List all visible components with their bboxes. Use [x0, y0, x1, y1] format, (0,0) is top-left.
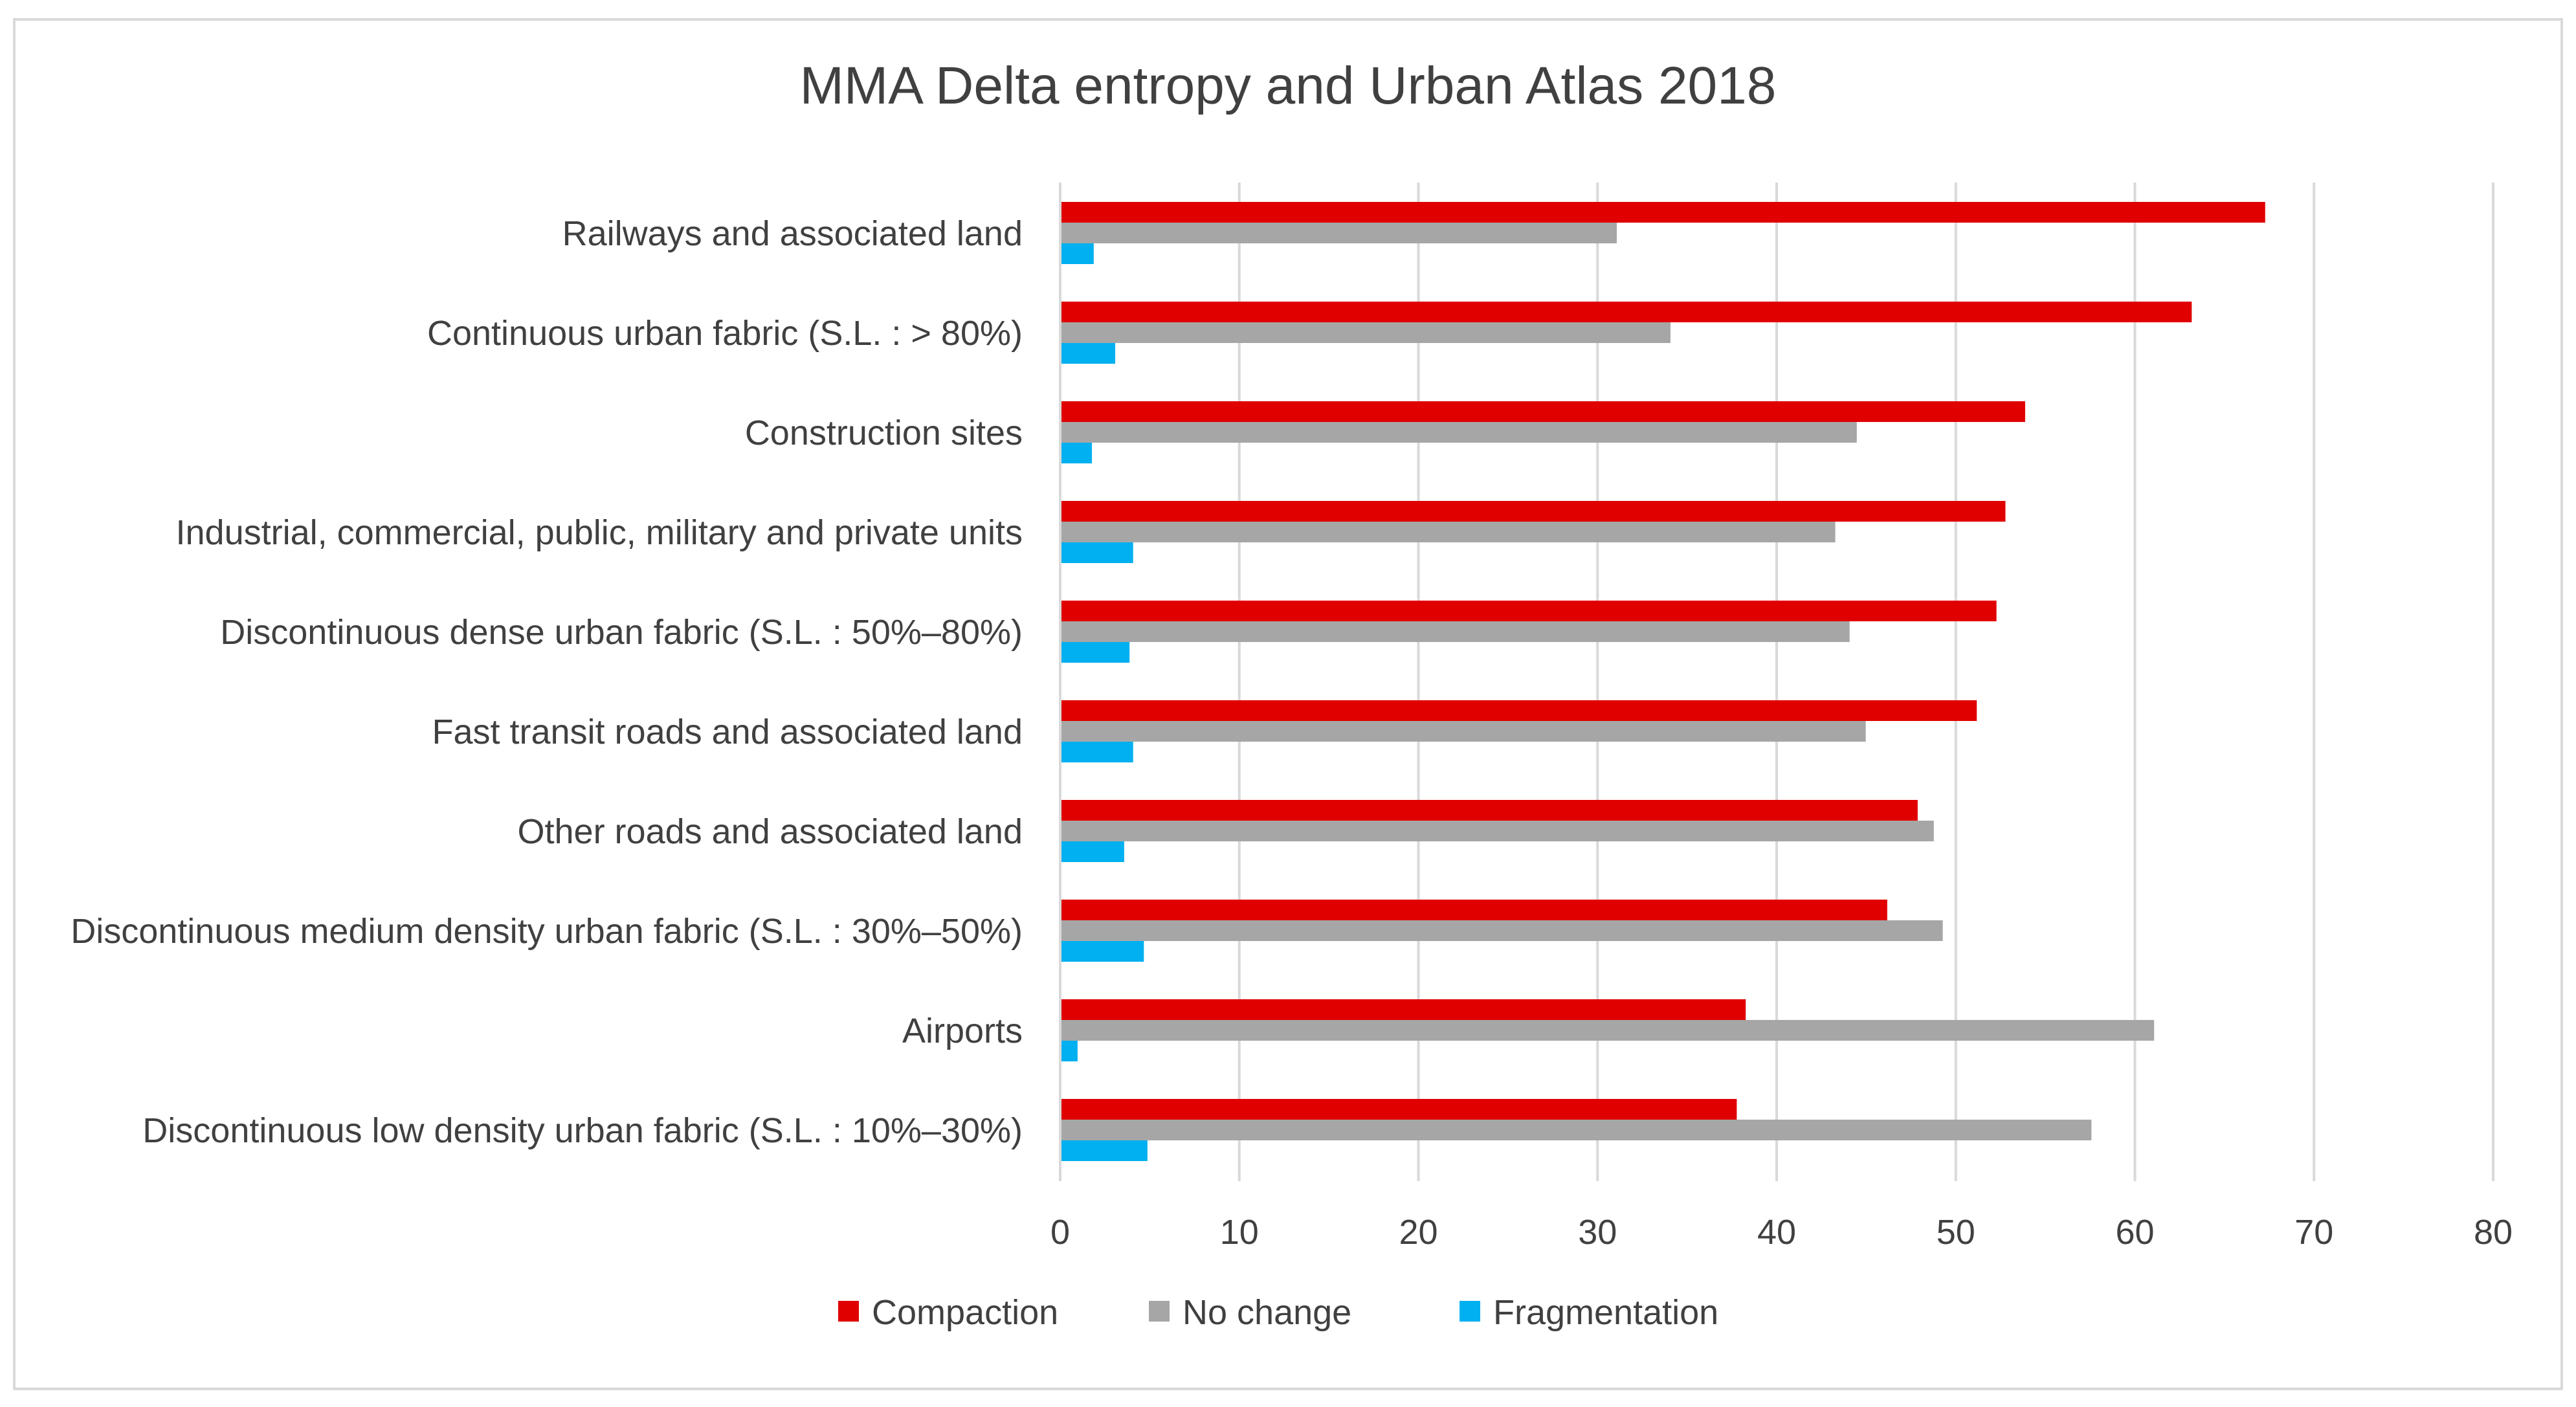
legend-label: No change [1183, 1293, 1351, 1332]
bar-no-change [1061, 422, 1857, 443]
bar-compaction [1061, 800, 1918, 821]
bar-no-change [1061, 821, 1934, 841]
category-label: Construction sites [745, 414, 1023, 452]
bar-fragmentation [1061, 742, 1133, 762]
legend-label: Compaction [872, 1293, 1058, 1332]
x-tick-label: 0 [1050, 1213, 1070, 1252]
bar-fragmentation [1061, 1140, 1148, 1161]
bar-fragmentation [1061, 542, 1133, 563]
category-label: Fast transit roads and associated land [432, 713, 1023, 751]
x-tick-label: 60 [2115, 1213, 2154, 1252]
bar-fragmentation [1061, 642, 1130, 663]
category-label: Continuous urban fabric (S.L. : > 80%) [427, 314, 1023, 353]
bar-compaction [1061, 601, 1997, 621]
bar-fragmentation [1061, 841, 1124, 862]
bar-fragmentation [1061, 1041, 1078, 1061]
bar-compaction [1061, 900, 1887, 920]
legend: Compaction No change Fragmentation [838, 1293, 1718, 1332]
category-label: Railways and associated land [562, 214, 1023, 253]
category-label: Airports [902, 1012, 1023, 1050]
legend-label: Fragmentation [1493, 1293, 1718, 1332]
bar-no-change [1061, 1120, 2092, 1140]
bar-compaction [1061, 302, 2192, 322]
bar-compaction [1061, 501, 2006, 522]
legend-swatch-compaction [838, 1301, 859, 1322]
bar-fragmentation [1061, 443, 1093, 463]
x-tick-label: 30 [1578, 1213, 1617, 1252]
x-tick-label: 80 [2474, 1213, 2513, 1252]
bar-compaction [1061, 202, 2265, 223]
bar-no-change [1061, 1020, 2155, 1041]
bar-fragmentation [1061, 941, 1144, 962]
category-labels: Railways and associated land Continuous u… [71, 214, 1023, 1150]
bar-no-change [1061, 223, 1617, 243]
x-tick-label: 70 [2294, 1213, 2333, 1252]
x-tick-label: 20 [1399, 1213, 1438, 1252]
bar-fragmentation [1061, 243, 1094, 264]
bar-fragmentation [1061, 343, 1116, 364]
bar-no-change [1061, 920, 1943, 941]
bar-no-change [1061, 522, 1836, 542]
bar-no-change [1061, 322, 1671, 343]
bar-compaction [1061, 1099, 1737, 1120]
legend-swatch-fragmentation [1460, 1301, 1480, 1322]
bar-compaction [1061, 700, 1977, 721]
category-label: Discontinuous dense urban fabric (S.L. :… [220, 613, 1023, 652]
bar-compaction [1061, 999, 1746, 1020]
category-label: Industrial, commercial, public, military… [176, 513, 1023, 552]
bar-no-change [1061, 721, 1866, 742]
category-label: Discontinuous medium density urban fabri… [71, 912, 1023, 951]
bar-compaction [1061, 401, 2025, 422]
x-tick-label: 50 [1937, 1213, 1975, 1252]
category-label: Discontinuous low density urban fabric (… [142, 1111, 1023, 1150]
x-tick-labels: 0 10 20 30 40 50 60 70 80 [1050, 1213, 2513, 1252]
gridlines [1059, 183, 2494, 1181]
bars [1061, 202, 2265, 1161]
chart-title: MMA Delta entropy and Urban Atlas 2018 [800, 56, 1777, 115]
x-tick-label: 10 [1220, 1213, 1259, 1252]
category-label: Other roads and associated land [518, 812, 1023, 851]
legend-swatch-no-change [1149, 1301, 1170, 1322]
bar-no-change [1061, 621, 1850, 642]
x-tick-label: 40 [1757, 1213, 1796, 1252]
